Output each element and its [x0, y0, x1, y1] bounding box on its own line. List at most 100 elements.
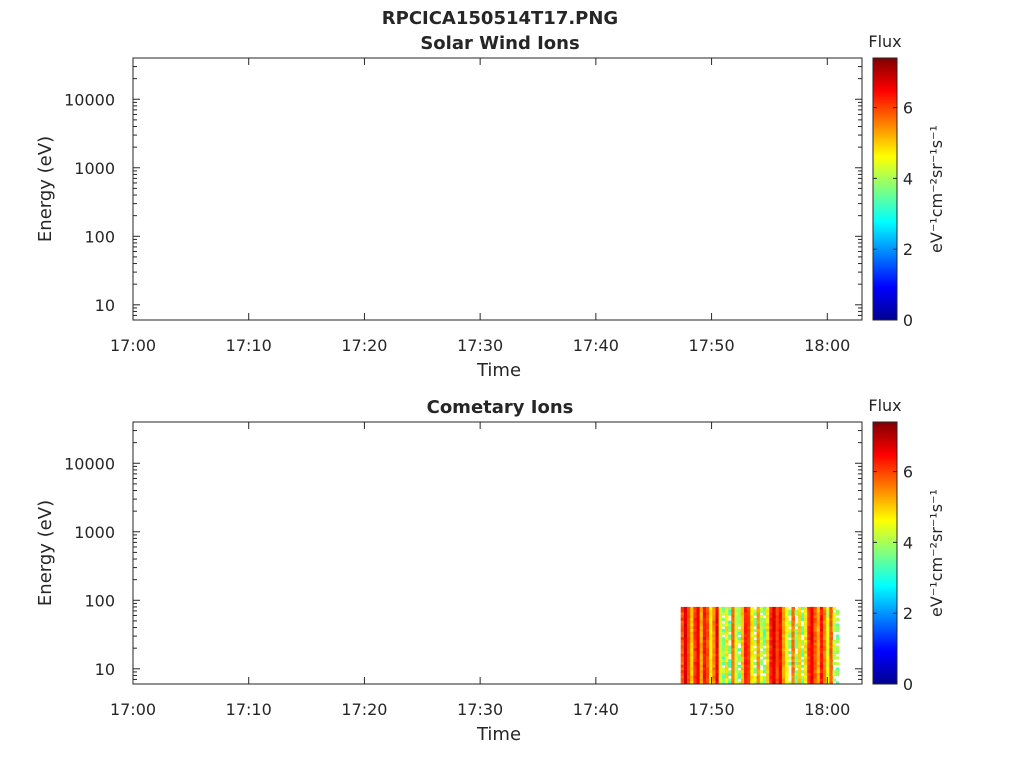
- heatmap-cell: [759, 617, 764, 622]
- heatmap-cell: [724, 615, 729, 619]
- heatmap-cell: [781, 675, 786, 679]
- heatmap-cell: [690, 656, 694, 660]
- heatmap-cell: [762, 670, 767, 674]
- heatmap-cell: [683, 631, 688, 635]
- heatmap-cell: [804, 612, 808, 616]
- panel-title: Cometary Ions: [427, 397, 574, 418]
- heatmap-cell: [702, 650, 707, 655]
- heatmap-cell: [743, 678, 748, 682]
- heatmap-cell: [731, 661, 735, 666]
- heatmap-cell: [702, 659, 707, 663]
- heatmap-cell: [740, 650, 745, 655]
- heatmap-cell: [829, 659, 833, 663]
- heatmap-cell: [819, 650, 824, 655]
- heatmap-cell: [775, 678, 780, 682]
- figure-title: RPCICA150514T17.PNG: [382, 8, 618, 29]
- heatmap-cell: [721, 639, 726, 644]
- heatmap-cell: [756, 678, 761, 682]
- heatmap-cell: [797, 615, 802, 619]
- heatmap-cell: [724, 659, 729, 663]
- heatmap-cell: [816, 656, 821, 660]
- heatmap-cell: [712, 628, 716, 633]
- heatmap-cell: [715, 615, 720, 619]
- heatmap-cell: [731, 637, 735, 641]
- heatmap-cell: [807, 620, 811, 624]
- heatmap-cell: [706, 648, 710, 652]
- heatmap-cell: [823, 681, 827, 685]
- heatmap-cell: [709, 664, 713, 668]
- heatmap-cell: [693, 609, 697, 613]
- heatmap-cell: [699, 628, 704, 633]
- heatmap-cell: [781, 645, 786, 649]
- heatmap-cell: [683, 664, 688, 668]
- heatmap-cell: [721, 617, 726, 622]
- heatmap-cell: [781, 653, 786, 657]
- heatmap-cell: [804, 675, 808, 679]
- heatmap-cell: [712, 670, 716, 674]
- heatmap-cell: [826, 637, 830, 641]
- heatmap-cell: [715, 661, 720, 666]
- heatmap-cell: [734, 642, 739, 646]
- heatmap-cell: [687, 670, 691, 674]
- heatmap-cell: [778, 606, 783, 611]
- heatmap-cell: [772, 659, 776, 663]
- heatmap-cell: [778, 642, 783, 646]
- heatmap-cell: [766, 606, 770, 611]
- heatmap-cell: [699, 664, 704, 668]
- heatmap-cell: [823, 626, 827, 630]
- heatmap-cell: [772, 628, 776, 633]
- heatmap-cell: [819, 670, 824, 674]
- heatmap-cell: [696, 661, 701, 666]
- heatmap-cell: [709, 623, 713, 627]
- heatmap-cell: [696, 639, 701, 644]
- heatmap-cell: [785, 617, 789, 622]
- heatmap-cell: [715, 670, 720, 674]
- heatmap-cell: [829, 609, 833, 613]
- heatmap-cell: [693, 670, 697, 674]
- heatmap-cell: [835, 617, 840, 622]
- heatmap-cell: [778, 659, 783, 663]
- heatmap-cell: [804, 648, 808, 652]
- heatmap-cell: [715, 645, 720, 649]
- heatmap-cell: [785, 609, 789, 613]
- heatmap-cell: [791, 645, 795, 649]
- heatmap-cell: [819, 606, 824, 611]
- heatmap-cell: [696, 667, 701, 671]
- heatmap-cell: [823, 661, 827, 666]
- heatmap-cell: [756, 664, 761, 668]
- heatmap-cell: [829, 645, 833, 649]
- heatmap-cell: [680, 615, 685, 619]
- heatmap-cell: [807, 609, 811, 613]
- colorbar-label: eV⁻¹cm⁻²sr⁻¹s⁻¹: [927, 125, 946, 253]
- heatmap-cell: [706, 639, 710, 644]
- heatmap-cell: [759, 639, 764, 644]
- heatmap-cell: [759, 678, 764, 682]
- heatmap-cell: [706, 606, 710, 611]
- heatmap-cell: [734, 628, 739, 633]
- heatmap-cell: [788, 645, 792, 649]
- heatmap-cell: [683, 670, 688, 674]
- heatmap-cell: [762, 678, 767, 682]
- heatmap-cell: [750, 615, 754, 619]
- heatmap-cell: [740, 659, 745, 663]
- heatmap-cell: [797, 656, 802, 660]
- heatmap-cell: [734, 659, 739, 663]
- heatmap-cell: [766, 661, 770, 666]
- heatmap-cell: [794, 664, 799, 668]
- heatmap-cell: [813, 637, 818, 641]
- heatmap-cell: [766, 620, 770, 624]
- heatmap-cell: [823, 631, 827, 635]
- heatmap-cell: [734, 675, 739, 679]
- heatmap-cell: [715, 650, 720, 655]
- heatmap-cell: [829, 615, 833, 619]
- heatmap-cell: [731, 667, 735, 671]
- heatmap-cell: [813, 639, 818, 644]
- heatmap-cell: [772, 672, 776, 677]
- y-tick-label: 10000: [64, 454, 115, 473]
- heatmap-cell: [747, 620, 751, 624]
- heatmap-cell: [826, 617, 830, 622]
- heatmap-cell: [702, 675, 707, 679]
- heatmap-cell: [794, 653, 799, 657]
- heatmap-cell: [696, 664, 701, 668]
- heatmap-cell: [762, 634, 767, 638]
